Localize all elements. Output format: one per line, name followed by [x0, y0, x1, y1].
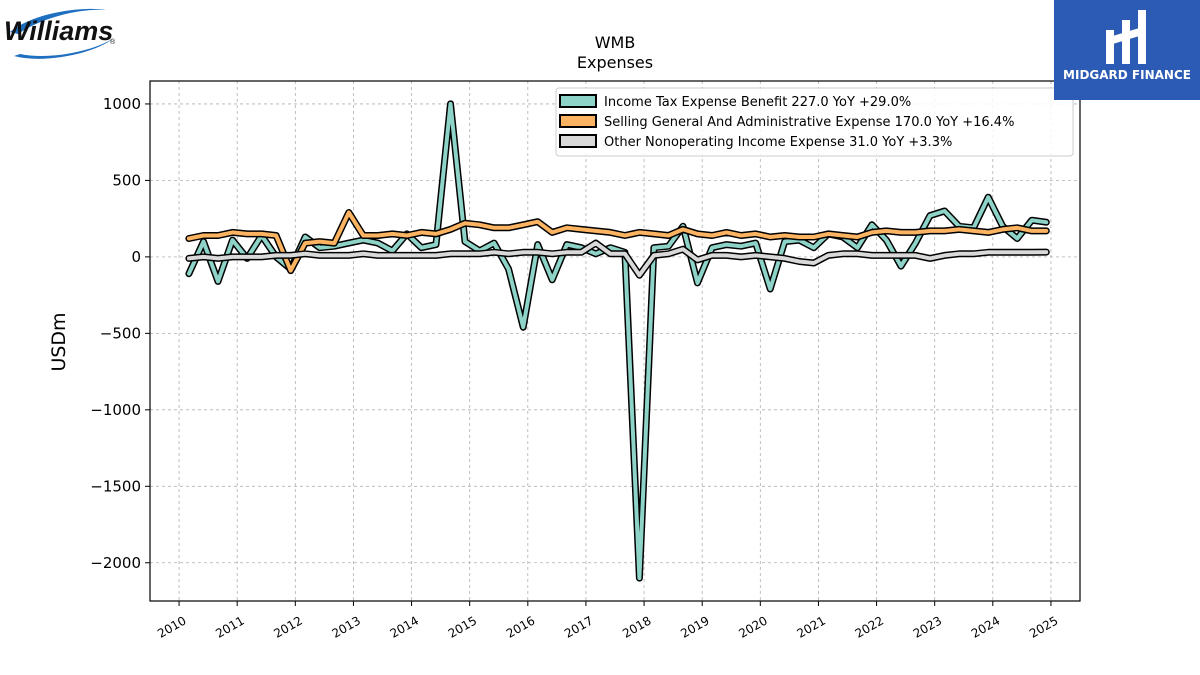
legend-box: [555, 87, 1074, 157]
williams-logo: Williams ®: [4, 4, 120, 66]
y-tick-label: −2000: [90, 554, 141, 572]
x-tick-label: 2016: [504, 613, 537, 640]
series-line-2: [186, 241, 1049, 278]
legend-entry: Other Nonoperating Income Expense 31.0 Y…: [604, 135, 952, 150]
midgard-brand-text: MIDGARD FINANCE: [1063, 68, 1191, 82]
x-tick-label: 2017: [562, 613, 595, 640]
series-line-1: [186, 210, 1049, 273]
legend-entry: Selling General And Administrative Expen…: [604, 115, 1014, 130]
legend-swatch: [559, 114, 597, 128]
legend: Income Tax Expense Benefit 227.0 YoY +29…: [555, 87, 1074, 157]
chart-subtitle: Expenses: [577, 53, 653, 72]
y-tick-label: 500: [112, 171, 141, 189]
x-tick-label: 2014: [388, 613, 421, 640]
midgard-finance-logo: MIDGARD FINANCE: [1054, 0, 1200, 100]
y-tick-label: 0: [131, 248, 141, 266]
x-tick-label: 2018: [620, 613, 653, 640]
svg-text:®: ®: [110, 38, 116, 46]
legend-swatch: [559, 134, 597, 148]
series-line-0: [186, 101, 1049, 581]
chart-title: WMB: [595, 33, 636, 52]
grid-lines: [150, 81, 1080, 601]
y-tick-label: −1500: [90, 477, 141, 495]
y-tick-label: −1000: [90, 401, 141, 419]
svg-text:Williams: Williams: [4, 16, 113, 46]
series-outline: [185, 100, 1050, 582]
x-tick-label: 2020: [736, 613, 769, 640]
x-tick-label: 2025: [1027, 613, 1060, 640]
x-tick-label: 2015: [446, 613, 479, 640]
legend-entry: Income Tax Expense Benefit 227.0 YoY +29…: [604, 95, 911, 110]
x-tick-label: 2024: [969, 613, 1002, 640]
plot-frame: [149, 80, 1081, 602]
x-tick-label: 2023: [911, 613, 944, 640]
x-axis: 2010 2011 2012 2013 2014 2015 2016 2017 2018 2019…: [155, 601, 1060, 641]
legend-swatch: [559, 94, 597, 108]
x-tick-label: 2013: [329, 613, 362, 640]
x-tick-label: 2022: [853, 613, 886, 640]
x-tick-label: 2010: [155, 613, 188, 640]
x-tick-label: 2019: [678, 613, 711, 640]
y-axis: 1000 500 0 −500 −1000 −1500 −2000: [90, 95, 150, 572]
plot-lines: [185, 100, 1050, 582]
x-tick-label: 2011: [213, 613, 246, 640]
x-tick-label: 2021: [794, 613, 827, 640]
y-tick-label: −500: [100, 324, 141, 342]
y-axis-label: USDm: [48, 312, 70, 371]
x-tick-label: 2012: [271, 613, 304, 640]
midgard-mark-icon: [1106, 10, 1146, 64]
y-tick-label: 1000: [103, 95, 141, 113]
